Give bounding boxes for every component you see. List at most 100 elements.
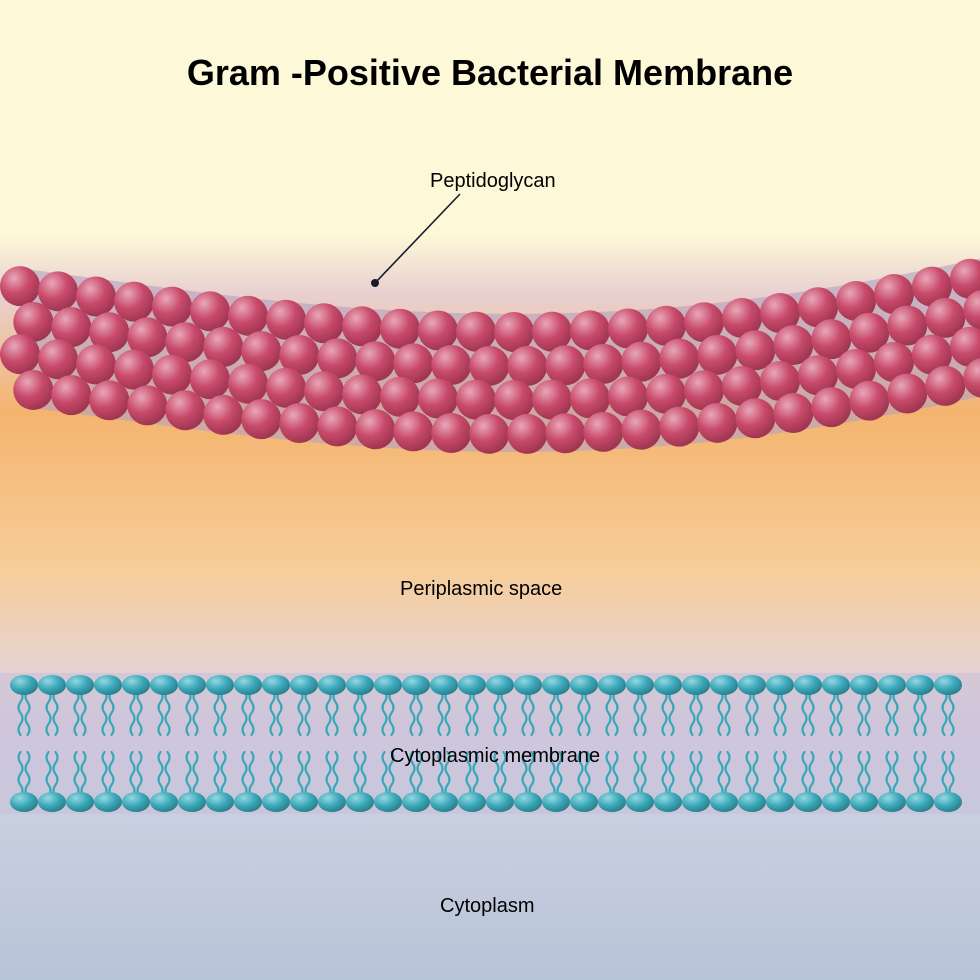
lipid-head [822,792,850,812]
peptidoglycan-sphere [304,303,344,343]
lipid-head [794,792,822,812]
lipid-head [542,675,570,695]
peptidoglycan-sphere [355,409,395,449]
lipid-head [682,675,710,695]
lipid-head [486,792,514,812]
lipid-head [402,792,430,812]
peptidoglycan-sphere [304,371,344,411]
lipid-head [598,792,626,812]
peptidoglycan-sphere [431,413,471,453]
lipid-head [206,792,234,812]
peptidoglycan-sphere [545,413,585,453]
peptidoglycan-sphere [621,342,661,382]
peptidoglycan-sphere [89,380,129,420]
lipid-head [346,675,374,695]
lipid-head [486,675,514,695]
lipid-head [318,675,346,695]
peptidoglycan-sphere [266,368,306,408]
lipid-head [94,792,122,812]
peptidoglycan-sphere [342,306,382,346]
lipid-head [262,675,290,695]
peptidoglycan-sphere [393,411,433,451]
lipid-head [850,675,878,695]
lipid-head [38,792,66,812]
peptidoglycan-sphere [418,379,458,419]
peptidoglycan-sphere [545,345,585,385]
lipid-head [906,675,934,695]
peptidoglycan-sphere [165,390,205,430]
lipid-head [38,675,66,695]
lipid-head [234,675,262,695]
peptidoglycan-sphere [13,370,53,410]
lipid-head [766,792,794,812]
lipid-head [514,792,542,812]
lipid-head [290,675,318,695]
peptidoglycan-sphere [507,346,547,386]
peptidoglycan-sphere [849,381,889,421]
peptidoglycan-sphere [317,406,357,446]
lipid-head [654,675,682,695]
lipid-head [150,792,178,812]
lipid-head [626,792,654,812]
lipid-head [66,675,94,695]
lipid-head [766,675,794,695]
lipid-head [290,792,318,812]
peptidoglycan-sphere [0,334,40,374]
peptidoglycan-sphere [380,309,420,349]
lipid-head [458,675,486,695]
lipid-head [738,675,766,695]
lipid-head [710,792,738,812]
lipid-head [374,675,402,695]
diagram-title: Gram -Positive Bacterial Membrane [0,52,980,94]
peptidoglycan-sphere [583,344,623,384]
lipid-head [206,675,234,695]
peptidoglycan-sphere [456,312,496,352]
lipid-head [346,792,374,812]
lipid-head [122,792,150,812]
peptidoglycan-sphere [887,373,927,413]
lipid-head [850,792,878,812]
peptidoglycan-sphere [418,311,458,351]
label-cytoplasmic-membrane: Cytoplasmic membrane [390,745,600,768]
peptidoglycan-sphere [697,403,737,443]
peptidoglycan-sphere [190,291,230,331]
peptidoglycan-sphere [342,374,382,414]
peptidoglycan-sphere [127,385,167,425]
peptidoglycan-sphere [583,412,623,452]
lipid-head [710,675,738,695]
peptidoglycan-sphere [735,398,775,438]
lipid-head [402,675,430,695]
lipid-head [906,792,934,812]
peptidoglycan-sphere [190,359,230,399]
peptidoglycan-sphere [0,266,40,306]
lipid-head [94,675,122,695]
lipid-head [150,675,178,695]
lipid-head [458,792,486,812]
lipid-head [178,792,206,812]
label-peptidoglycan: Peptidoglycan [430,170,556,193]
peptidoglycan-sphere [507,414,547,454]
lipid-head [654,792,682,812]
peptidoglycan-sphere [266,300,306,340]
peptidoglycan-sphere [241,399,281,439]
lipid-head [878,792,906,812]
background-gradient [0,0,980,980]
peptidoglycan-sphere [228,296,268,336]
lipid-head [262,792,290,812]
lipid-head [570,675,598,695]
peptidoglycan-sphere [925,366,965,406]
lipid-head [682,792,710,812]
peptidoglycan-sphere [279,403,319,443]
lipid-head [570,792,598,812]
lipid-head [234,792,262,812]
lipid-head [542,792,570,812]
lipid-head [374,792,402,812]
lipid-head [934,792,962,812]
peptidoglycan-sphere [659,407,699,447]
peptidoglycan-sphere [203,395,243,435]
lipid-head [794,675,822,695]
lipid-head [318,792,346,812]
lipid-head [626,675,654,695]
peptidoglycan-sphere [228,364,268,404]
peptidoglycan-sphere [697,335,737,375]
